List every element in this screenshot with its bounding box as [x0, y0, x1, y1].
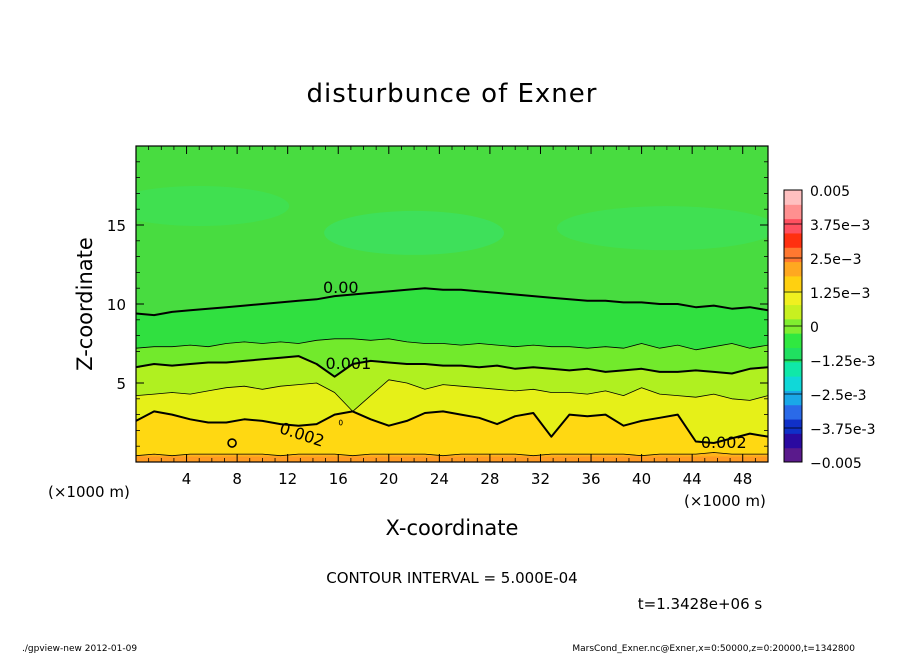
x-tick-label: 8 [232, 470, 242, 488]
x-tick-label: 36 [581, 470, 600, 488]
contour-line-0.001 [136, 355, 768, 378]
y-tick-label: 10 [107, 296, 126, 314]
footer-right: MarsCond_Exner.nc@Exner,x=0:50000,z=0:20… [572, 644, 855, 654]
x-tick-label: 48 [733, 470, 752, 488]
colorbar-swatch [784, 218, 802, 234]
upper-patch [136, 186, 290, 227]
colorbar-swatch [784, 261, 802, 277]
colorbar-swatch [784, 190, 802, 205]
colorbar-tick-label: −2.5e-3 [810, 388, 867, 404]
upper-patch [556, 206, 768, 251]
colorbar-swatch [784, 204, 802, 220]
colorbar-swatch [784, 433, 802, 449]
x-unit-label: (×1000 m) [684, 492, 766, 510]
contour-label: 0.002 [701, 433, 747, 452]
contour-line-0.002 [136, 410, 768, 444]
upper-patch [324, 210, 505, 255]
closed-contour [227, 438, 237, 448]
x-tick-label: 40 [632, 470, 651, 488]
contour-line-0.0015 [136, 379, 768, 412]
colorbar: 0.005 3.75e−3 2.5e−3 1.25e−3 0 −1.25e-3 −2.5e-… [783, 184, 875, 472]
x-axis-label: X-coordinate [386, 516, 519, 540]
contour-label: 0.00 [323, 278, 359, 297]
chart-title: disturbunce of Exner [307, 79, 598, 109]
contour-lines [136, 287, 768, 457]
colorbar-tick-label: 1.25e−3 [810, 286, 870, 302]
colorbar-swatch [784, 333, 802, 348]
x-tick-label: 44 [683, 470, 702, 488]
x-tick-label: 32 [531, 470, 550, 488]
colorbar-swatch [784, 275, 802, 291]
x-tick-label: 20 [379, 470, 398, 488]
x-tick-label: 24 [430, 470, 449, 488]
colorbar-swatch [784, 419, 802, 434]
contour-line-0.0025 [136, 452, 768, 457]
x-axis: 4 8 12 16 20 24 28 32 36 40 44 48 [148, 146, 756, 488]
time-label: t=1.3428e+06 s [638, 595, 763, 613]
colorbar-swatch [784, 361, 802, 377]
colorbar-swatch [784, 347, 802, 363]
y-tick-label: 15 [107, 217, 126, 235]
contour-line-0 [136, 287, 768, 317]
x-tick-label: 16 [329, 470, 348, 488]
colorbar-swatch [784, 376, 802, 391]
colorbar-swatch [784, 447, 802, 463]
band-0.002 [136, 411, 768, 462]
contour-interval-note: CONTOUR INTERVAL = 5.000E-04 [326, 569, 577, 587]
z-unit-label: (×1000 m) [48, 483, 130, 501]
plot-area [136, 146, 768, 462]
x-tick-label: 4 [182, 470, 192, 488]
colorbar-swatch [784, 404, 802, 420]
colorbar-tick-label: 0.005 [810, 184, 850, 200]
x-tick-label: 12 [278, 470, 297, 488]
y-tick-label: 5 [116, 375, 126, 393]
x-tick-label: 28 [480, 470, 499, 488]
colorbar-tick-label: −0.005 [810, 456, 862, 472]
colorbar-tick-label: −1.25e-3 [810, 354, 875, 370]
colorbar-swatch [784, 304, 802, 320]
colorbar-swatch [784, 232, 802, 248]
colorbar-tick-label: 0 [810, 320, 819, 336]
contour-line-0.0005 [136, 338, 768, 351]
contour-label: 0.001 [325, 354, 371, 373]
colorbar-tick-label: 2.5e−3 [810, 252, 862, 268]
colorbar-swatch [784, 290, 802, 306]
colorbar-swatch [784, 247, 802, 263]
y-axis-label: Z-coordinate [73, 237, 97, 371]
colorbar-tick-label: −3.75e-3 [810, 422, 875, 438]
colorbar-tick-label: 3.75e−3 [810, 218, 870, 234]
closed-contour [338, 419, 343, 426]
y-axis: 5 10 15 [107, 161, 768, 447]
footer-left: ./gpview-new 2012-01-09 [22, 644, 137, 654]
colorbar-swatch [784, 390, 802, 406]
